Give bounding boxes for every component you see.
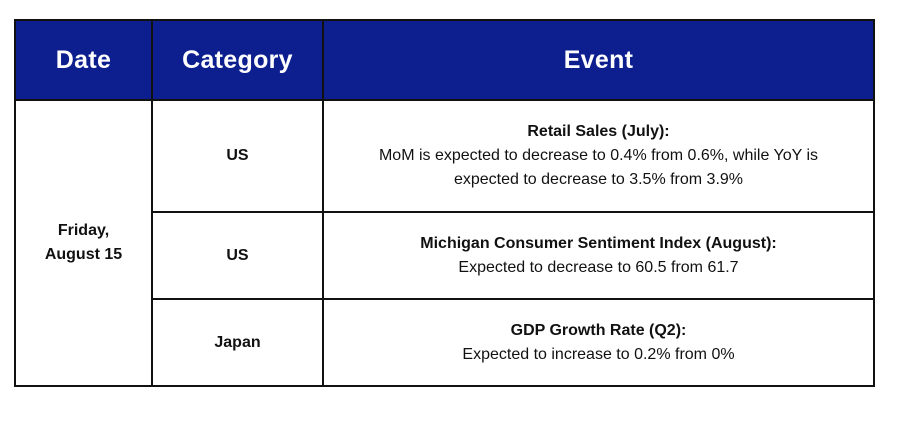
header-date: Date	[14, 19, 153, 101]
event-description: MoM is expected to decrease to 0.4% from…	[378, 147, 819, 188]
economic-calendar: Date Category Event Friday, August 15 US…	[14, 19, 875, 387]
events-table: Date Category Event Friday, August 15 US…	[14, 19, 875, 387]
date-weekday: Friday,	[57, 222, 110, 239]
event-description: Expected to increase to 0.2% from 0%	[462, 345, 735, 363]
table-row: Japan GDP Growth Rate (Q2): Expected to …	[15, 298, 875, 387]
table-row: US Michigan Consumer Sentiment Index (Au…	[15, 211, 875, 300]
header-row: Date Category Event	[14, 19, 875, 101]
event-title: Retail Sales (July):	[527, 123, 670, 140]
date-cell: Friday, August 15	[14, 99, 153, 387]
event-cell: Michigan Consumer Sentiment Index (Augus…	[322, 211, 875, 300]
event-cell: Retail Sales (July): MoM is expected to …	[322, 99, 875, 213]
table-row: Friday, August 15 US Retail Sales (July)…	[14, 99, 875, 387]
event-description: Expected to decrease to 60.5 from 61.7	[458, 258, 739, 276]
header-event: Event	[322, 19, 875, 101]
event-title: Michigan Consumer Sentiment Index (Augus…	[420, 234, 777, 252]
event-title: GDP Growth Rate (Q2):	[510, 321, 687, 339]
category-cell: US	[151, 99, 324, 213]
category-cell: US	[151, 211, 324, 300]
date-day: August 15	[44, 246, 123, 263]
header-category: Category	[151, 19, 324, 101]
category-cell: Japan	[151, 298, 324, 387]
event-cell: GDP Growth Rate (Q2): Expected to increa…	[322, 298, 875, 387]
